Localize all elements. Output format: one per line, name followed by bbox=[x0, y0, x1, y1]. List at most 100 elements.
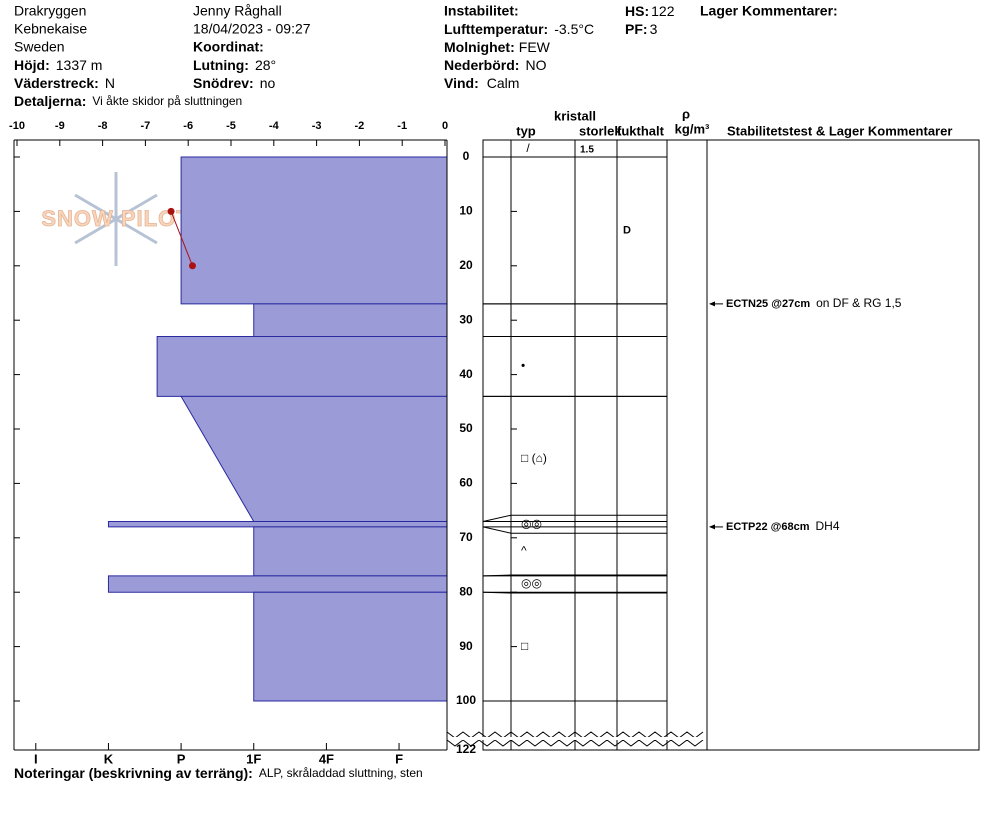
x-tick-label: -9 bbox=[55, 120, 65, 132]
y-tick-label: 50 bbox=[459, 421, 473, 435]
slope: Lutning: 28° bbox=[193, 57, 276, 73]
label: Nederbörd: bbox=[444, 57, 519, 73]
value: ALP, skråladdad sluttning, sten bbox=[259, 766, 423, 780]
value: Calm bbox=[487, 75, 520, 91]
value: no bbox=[260, 75, 276, 91]
x-tick-label: -2 bbox=[355, 120, 365, 132]
label: Molnighet: bbox=[444, 39, 515, 55]
y-tick-label: 30 bbox=[459, 312, 473, 326]
hardness-layer bbox=[107, 575, 448, 593]
pf: PF: 3 bbox=[625, 21, 658, 37]
y-tick-label: 70 bbox=[459, 530, 473, 544]
test-arrowhead bbox=[709, 301, 715, 307]
coordinates: Koordinat: bbox=[193, 39, 264, 55]
label: Detaljerna: bbox=[14, 93, 86, 109]
temperature-point bbox=[167, 207, 175, 215]
drift: Snödrev: no bbox=[193, 75, 275, 91]
col-density-unit: kg/m³ bbox=[675, 121, 710, 136]
hardness-tick-label: 4F bbox=[319, 751, 334, 766]
grain-type: ◎◎ bbox=[521, 576, 542, 590]
notes: Noteringar (beskrivning av terräng): ALP,… bbox=[14, 765, 423, 781]
col-moisture: fukthalt bbox=[617, 123, 665, 138]
temperature-line bbox=[170, 211, 193, 266]
y-tick-label: 80 bbox=[459, 584, 473, 598]
wind: Vind: Calm bbox=[444, 75, 519, 91]
value: NO bbox=[525, 57, 546, 73]
grain-type: ^ bbox=[521, 544, 527, 558]
x-tick-label: -3 bbox=[312, 120, 322, 132]
moisture: D bbox=[623, 224, 631, 236]
col-tests: Stabilitetstest & Lager Kommentarer bbox=[727, 123, 952, 138]
label: Snödrev: bbox=[193, 75, 254, 91]
temperature-point bbox=[188, 262, 196, 270]
label: Väderstreck: bbox=[14, 75, 99, 91]
label: PF: bbox=[625, 21, 648, 37]
air-temp: Lufttemperatur: -3.5°C bbox=[444, 21, 594, 37]
col-size: storlek bbox=[579, 123, 622, 138]
hardness-layer bbox=[156, 336, 448, 397]
value: 1337 m bbox=[56, 57, 103, 73]
label: Lufttemperatur: bbox=[444, 21, 548, 37]
layer-boundary bbox=[482, 514, 667, 522]
layer-boundary bbox=[482, 526, 667, 534]
site: Drakryggen bbox=[14, 3, 86, 19]
hardness-tick-label: F bbox=[395, 751, 403, 766]
label: Höjd: bbox=[14, 57, 50, 73]
y-tick-label: 90 bbox=[459, 639, 473, 653]
hardness-tick-label: I bbox=[34, 751, 38, 766]
label: Lutning: bbox=[193, 57, 249, 73]
aspect: Väderstreck: N bbox=[14, 75, 115, 91]
test-comment: DH4 bbox=[816, 519, 840, 533]
test-comment: on DF & RG 1,5 bbox=[816, 296, 902, 310]
x-tick-label: 0 bbox=[442, 120, 448, 132]
col-type: typ bbox=[516, 123, 536, 138]
y-tick-label: 20 bbox=[459, 258, 473, 272]
y-tick-label: 0 bbox=[463, 149, 470, 163]
grain-size: 1.5 bbox=[580, 145, 594, 156]
sky: Molnighet: FEW bbox=[444, 39, 551, 55]
x-tick-label: -5 bbox=[226, 120, 236, 132]
x-tick-label: -4 bbox=[269, 120, 280, 132]
value: 28° bbox=[255, 57, 276, 73]
grain-type: □ bbox=[521, 639, 528, 653]
observer: Jenny Råghall bbox=[193, 3, 282, 19]
test-label: ECTN25 @27cm bbox=[726, 298, 810, 310]
layer-comments: Lager Kommentarer: bbox=[700, 3, 838, 19]
x-tick-label: -6 bbox=[183, 120, 193, 132]
y-tick-label: 100 bbox=[456, 693, 476, 707]
table-frame bbox=[482, 139, 980, 751]
layer-boundary bbox=[482, 574, 667, 577]
hs: HS: 122 bbox=[625, 3, 675, 19]
col-crystal: kristall bbox=[554, 108, 596, 123]
axis-break bbox=[446, 731, 704, 739]
hardness-layer bbox=[107, 520, 448, 528]
hardness-layer bbox=[253, 591, 448, 702]
label: HS: bbox=[625, 3, 649, 19]
datetime: 18/04/2023 - 09:27 bbox=[193, 21, 311, 37]
details: Detaljerna: Vi åkte skidor på sluttningen bbox=[14, 93, 242, 109]
value: 122 bbox=[651, 3, 675, 19]
country: Sweden bbox=[14, 39, 65, 55]
x-tick-label: -7 bbox=[141, 120, 151, 132]
hardness-layer bbox=[253, 303, 448, 338]
axis-break-gap bbox=[448, 737, 706, 740]
value: N bbox=[105, 75, 115, 91]
hardness-layer bbox=[180, 395, 448, 522]
y-tick-label: 10 bbox=[459, 204, 473, 218]
y-tick-label: 60 bbox=[459, 476, 473, 490]
logo: SNOW PILOT bbox=[41, 172, 190, 266]
grain-type: ◎◎ bbox=[521, 516, 542, 530]
precip: Nederbörd: NO bbox=[444, 57, 547, 73]
col-density: ρ bbox=[682, 106, 690, 121]
value: -3.5°C bbox=[554, 21, 594, 37]
instability: Instabilitet: bbox=[444, 3, 519, 19]
y-tick-label: 40 bbox=[459, 367, 473, 381]
stability-test: ECTN25 @27cm on DF & RG 1,5 bbox=[726, 296, 902, 310]
x-tick-label: -1 bbox=[397, 120, 407, 132]
hardness-tick-label: 1F bbox=[246, 751, 261, 766]
x-tick-label: -8 bbox=[98, 120, 108, 132]
logo-text: SNOW PILOT bbox=[41, 206, 190, 231]
label: Noteringar (beskrivning av terräng): bbox=[14, 765, 253, 781]
value: Vi åkte skidor på sluttningen bbox=[92, 94, 242, 108]
